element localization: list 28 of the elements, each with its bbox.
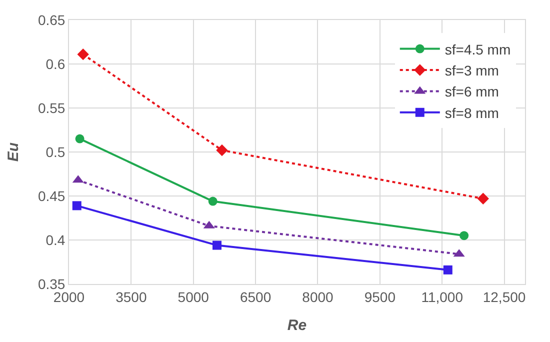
y-axis-title: Eu: [5, 142, 22, 162]
y-tick-label: 0.6: [46, 56, 66, 72]
x-tick-label: 8000: [302, 288, 334, 305]
legend-label: sf=8 mm: [444, 104, 499, 121]
point: [460, 231, 469, 240]
point: [75, 134, 84, 144]
x-tick-label: 3500: [116, 288, 147, 305]
point: [77, 48, 89, 60]
legend-label: sf=4.5 mm: [444, 41, 511, 58]
point: [216, 144, 228, 156]
y-tick-label: 0.65: [38, 12, 66, 28]
legend-label: sf=6 mm: [444, 84, 499, 100]
point: [208, 196, 218, 206]
y-tick-label: 0.4: [46, 232, 66, 248]
x-tick-label: 11,000: [421, 288, 464, 305]
point: [477, 192, 489, 204]
legend-label: sf=3 mm: [444, 62, 499, 78]
x-axis-title: Re: [287, 316, 307, 334]
point: [72, 201, 82, 210]
point: [212, 240, 222, 250]
x-tick-label: 6500: [240, 288, 272, 305]
point: [443, 265, 452, 274]
x-tick-label: 12,500: [482, 288, 526, 305]
x-tick-label: 5000: [178, 288, 210, 305]
x-tick-label: 9500: [364, 288, 396, 305]
y-tick-label: 0.55: [38, 100, 66, 116]
y-tick-label: 0.5: [46, 144, 66, 160]
y-tick-label: 0.45: [38, 188, 66, 204]
